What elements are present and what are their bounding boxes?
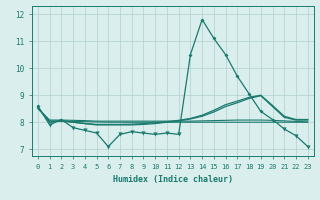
X-axis label: Humidex (Indice chaleur): Humidex (Indice chaleur) <box>113 175 233 184</box>
